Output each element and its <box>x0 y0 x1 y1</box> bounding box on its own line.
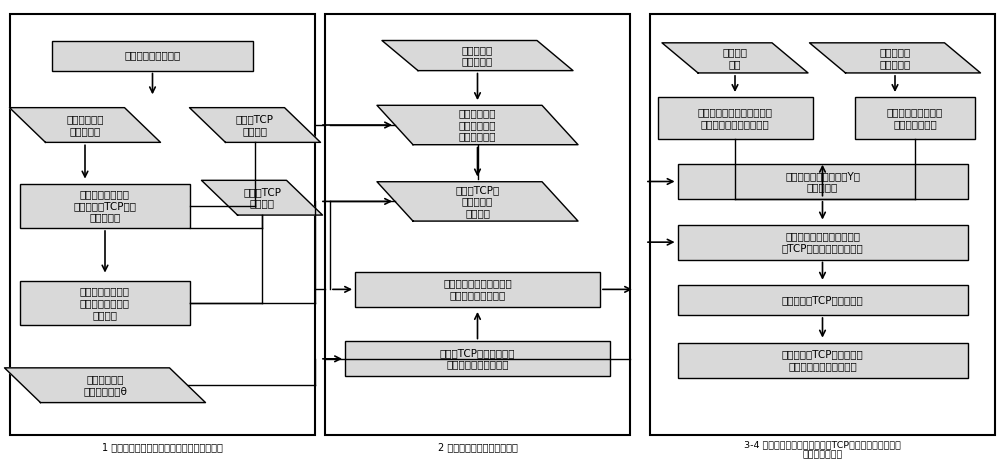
Polygon shape <box>810 43 980 73</box>
Polygon shape <box>10 108 160 143</box>
FancyBboxPatch shape <box>20 184 190 228</box>
Text: 机器人零位
时导管位姿: 机器人零位 时导管位姿 <box>462 45 493 66</box>
FancyBboxPatch shape <box>325 14 630 435</box>
Text: 导管两端中心
点测量坐标: 导管两端中心 点测量坐标 <box>66 114 104 136</box>
FancyBboxPatch shape <box>678 164 968 199</box>
FancyBboxPatch shape <box>855 97 975 139</box>
Polygon shape <box>190 108 320 143</box>
FancyBboxPatch shape <box>678 225 968 259</box>
Text: 1 计算机器人回归零位时导管两端中心点坐标: 1 计算机器人回归零位时导管两端中心点坐标 <box>102 442 223 452</box>
FancyBboxPatch shape <box>658 97 812 139</box>
FancyBboxPatch shape <box>20 281 190 325</box>
Text: 计算导管固联坐标系到机器
人TCP坐标系下的转换矩阵: 计算导管固联坐标系到机器 人TCP坐标系下的转换矩阵 <box>782 232 863 253</box>
Text: 两段导管三
维数模信息: 两段导管三 维数模信息 <box>879 47 911 69</box>
FancyBboxPatch shape <box>650 14 995 435</box>
Text: 计算机器人TCP的最终位姿: 计算机器人TCP的最终位姿 <box>782 295 863 305</box>
Text: 计算机器人TCP坐标系统全
局坐标系各轴的旋转角度: 计算机器人TCP坐标系统全 局坐标系各轴的旋转角度 <box>782 350 863 371</box>
Text: 计算导管非对接端中
心点的理论坐标: 计算导管非对接端中 心点的理论坐标 <box>887 107 943 129</box>
Text: 计算机器人回归零
位时，导管两端中
心点坐标: 计算机器人回归零 位时，导管两端中 心点坐标 <box>80 287 130 320</box>
Polygon shape <box>377 106 578 144</box>
FancyBboxPatch shape <box>355 272 600 307</box>
Text: 导管非对接端
中心点在导管
坐标系下坐标: 导管非对接端 中心点在导管 坐标系下坐标 <box>459 108 496 142</box>
Text: 计算两段导管到达对接位置
并且端面重合时导管位姿: 计算两段导管到达对接位置 并且端面重合时导管位姿 <box>698 107 772 129</box>
Text: 机器人TCP点
在导管坐标
系下坐标: 机器人TCP点 在导管坐标 系下坐标 <box>455 185 500 218</box>
Text: 机器人TCP
测量位姿: 机器人TCP 测量位姿 <box>236 114 274 136</box>
FancyBboxPatch shape <box>678 343 968 378</box>
Text: 2 计算机器人零位时导管位姿: 2 计算机器人零位时导管位姿 <box>438 442 517 452</box>
FancyBboxPatch shape <box>52 40 252 70</box>
Text: 计算导管固联坐标系即机
器人零位时导管位姿: 计算导管固联坐标系即机 器人零位时导管位姿 <box>443 279 512 300</box>
Polygon shape <box>377 181 578 221</box>
Text: 机器人抓取导管测量: 机器人抓取导管测量 <box>124 50 181 61</box>
FancyBboxPatch shape <box>678 285 968 315</box>
Polygon shape <box>662 43 808 73</box>
Text: 机器人TCP坐标系到导管
固联坐标系的转换矩阵: 机器人TCP坐标系到导管 固联坐标系的转换矩阵 <box>440 348 515 369</box>
FancyBboxPatch shape <box>10 14 315 435</box>
FancyBboxPatch shape <box>345 342 610 376</box>
Text: 对接端面与夹
持直线段夹角θ: 对接端面与夹 持直线段夹角θ <box>83 375 127 396</box>
Text: 3-4 计算导管对接装配时机器人TCP位姿及该位姿绕全局
坐标系各轴转角: 3-4 计算导管对接装配时机器人TCP位姿及该位姿绕全局 坐标系各轴转角 <box>744 440 901 460</box>
Text: 计算导管绕自身坐标系Y轴
的旋转角度: 计算导管绕自身坐标系Y轴 的旋转角度 <box>785 171 860 192</box>
Text: 计算导管两端中心
点在机器人TCP坐标
系下的坐标: 计算导管两端中心 点在机器人TCP坐标 系下的坐标 <box>74 189 136 223</box>
Polygon shape <box>202 180 322 215</box>
Text: 机器人TCP
零位位姿: 机器人TCP 零位位姿 <box>243 187 281 208</box>
Text: 导管对接
位置: 导管对接 位置 <box>722 47 748 69</box>
Polygon shape <box>382 40 573 70</box>
Polygon shape <box>4 368 206 402</box>
